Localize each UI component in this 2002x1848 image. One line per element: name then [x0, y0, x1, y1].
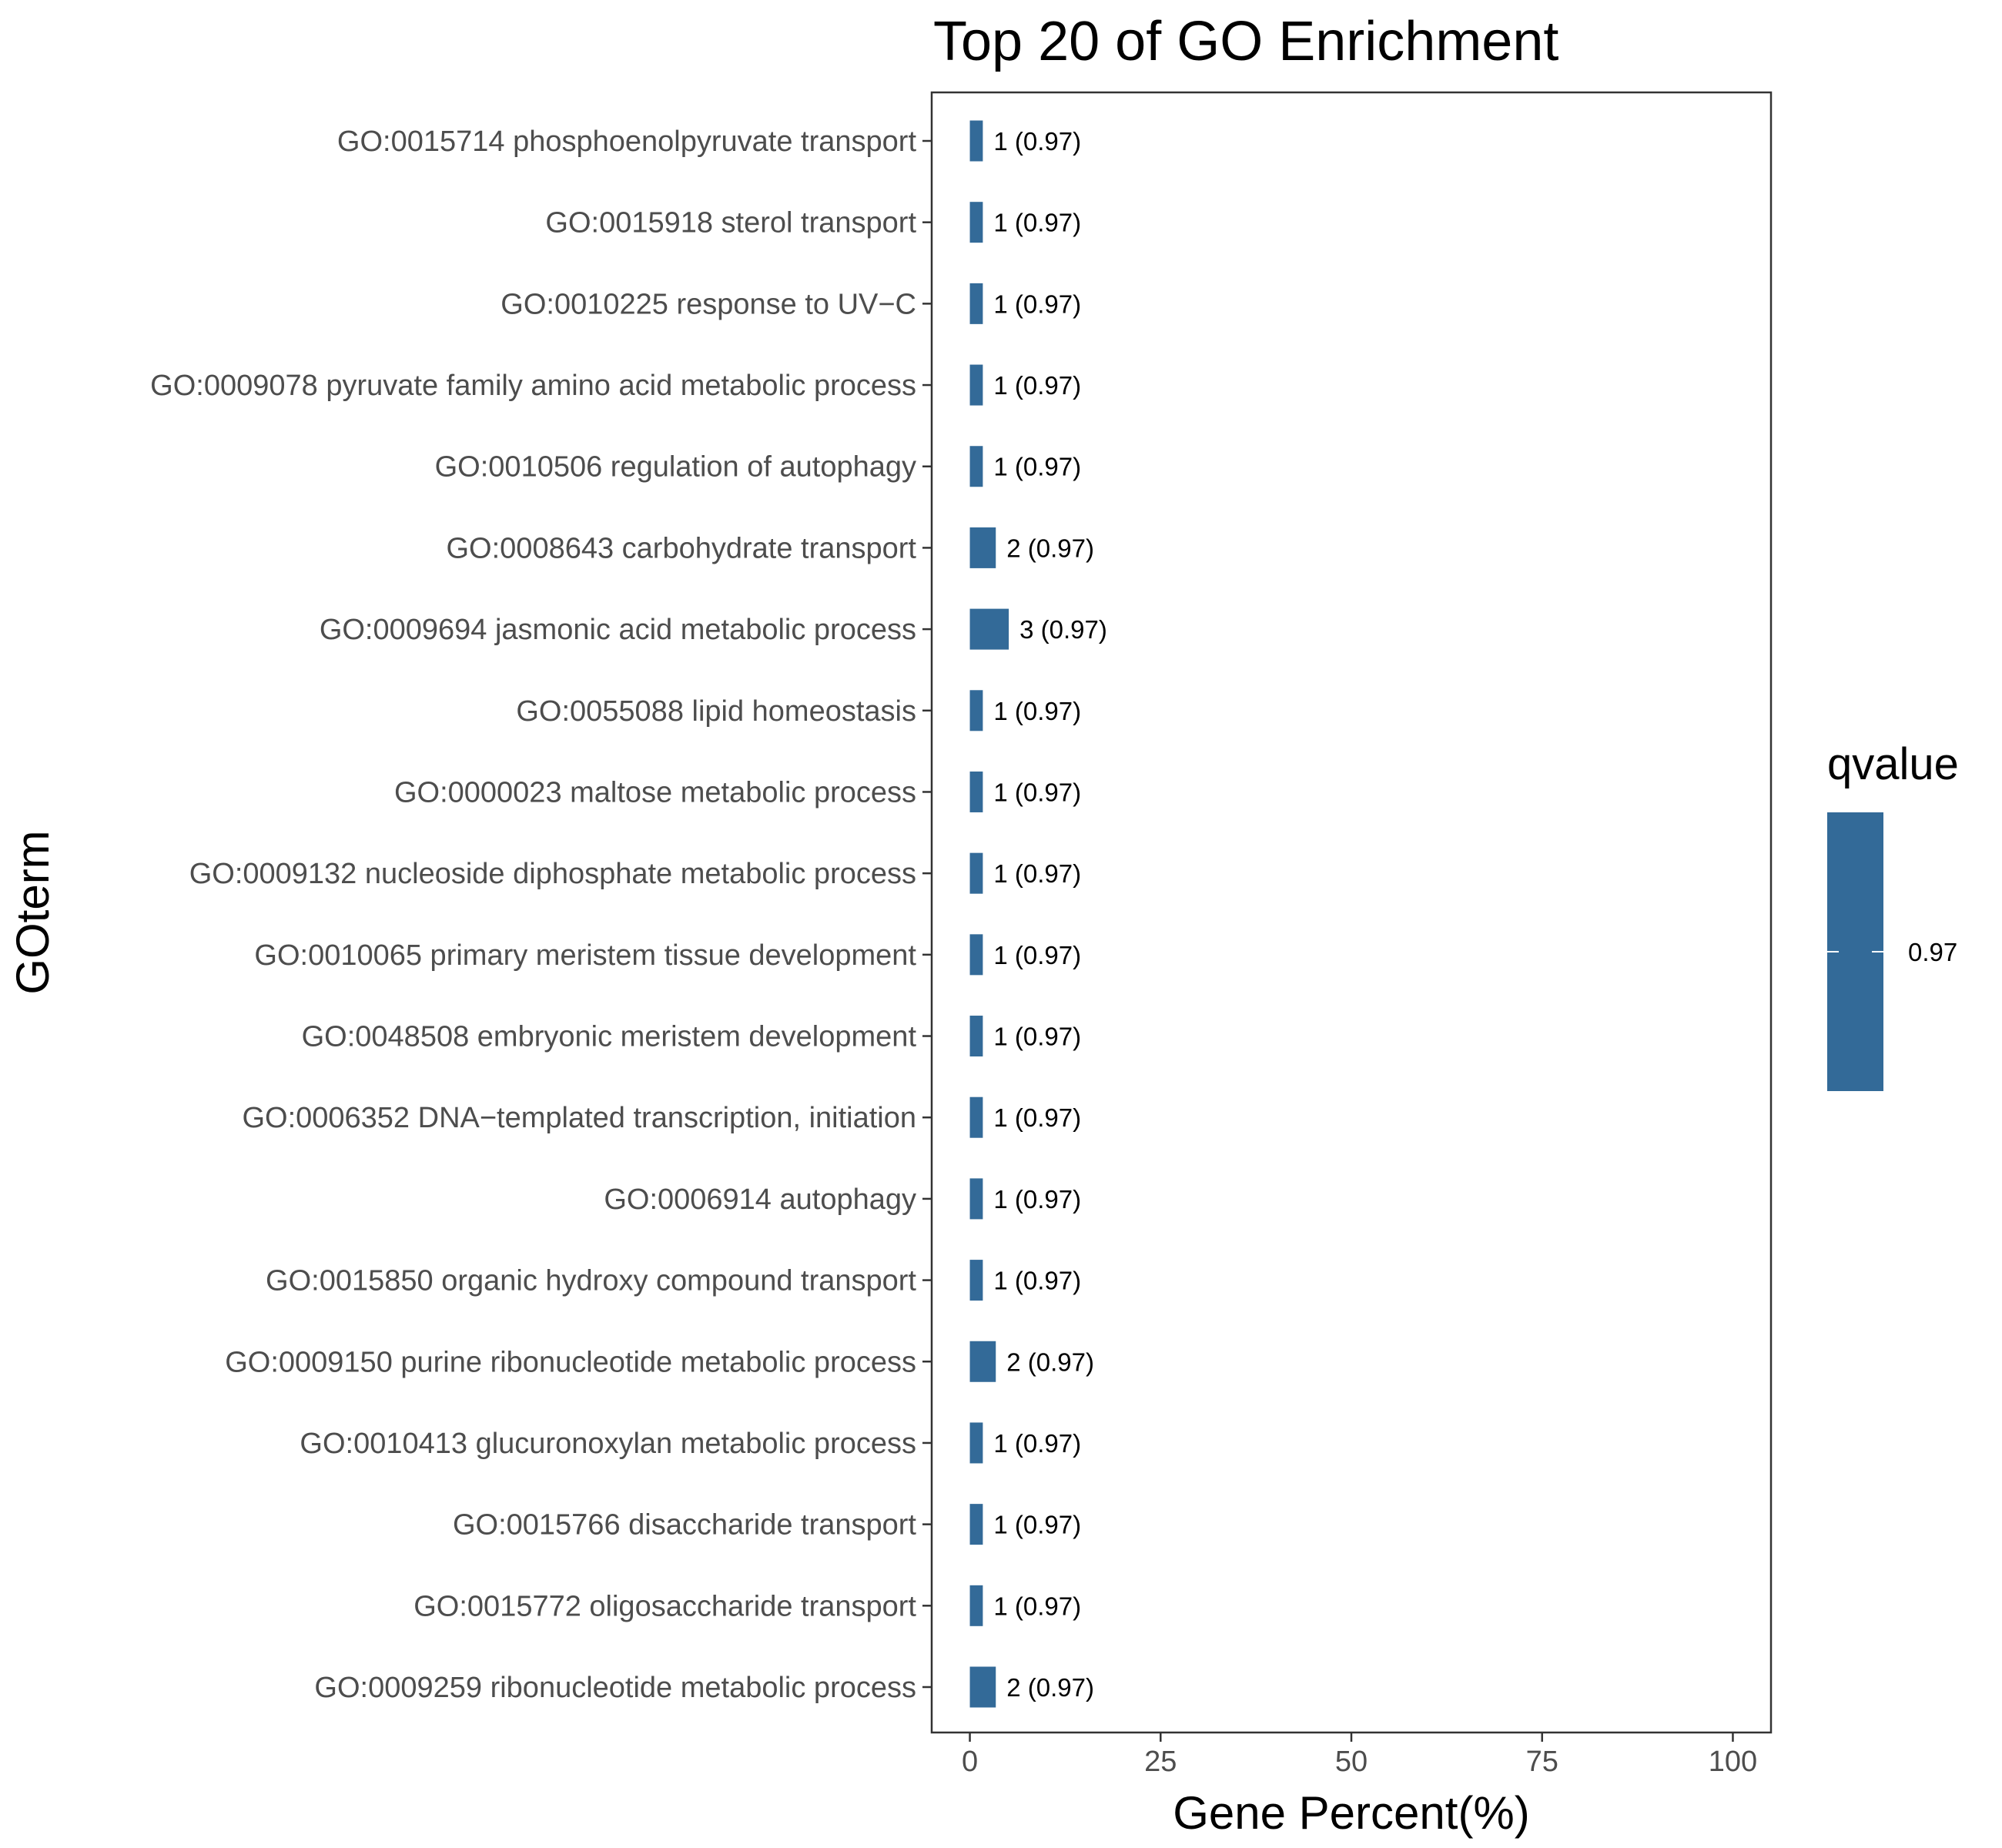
bar-label: 1 (0.97) [993, 1592, 1081, 1620]
y-tick-label: GO:0048508 embryonic meristem developmen… [302, 1021, 917, 1053]
bar [969, 1016, 983, 1057]
bar [969, 527, 996, 568]
bar-label: 1 (0.97) [993, 127, 1081, 156]
bar-label: 1 (0.97) [993, 1103, 1081, 1132]
bar [969, 1666, 996, 1708]
x-axis: 0 25 50 75 100 [962, 1732, 1757, 1778]
x-axis-title: Gene Percent(%) [1173, 1787, 1530, 1839]
bar [969, 771, 983, 812]
chart-title: Top 20 of GO Enrichment [933, 11, 1558, 72]
bar-label: 2 (0.97) [1006, 1348, 1094, 1376]
bars-layer [969, 120, 1009, 1708]
y-tick-label: GO:0006352 DNA−templated transcription, … [242, 1102, 916, 1134]
bar [969, 1096, 983, 1138]
bar [969, 1585, 983, 1626]
bar [969, 446, 983, 487]
bar [969, 1178, 983, 1220]
plot-panel-border [930, 91, 1773, 1734]
bar-label: 3 (0.97) [1019, 615, 1107, 644]
bar-label: 1 (0.97) [993, 1429, 1081, 1458]
bar [969, 934, 983, 976]
bar-label: 1 (0.97) [993, 1023, 1081, 1051]
bar-label: 1 (0.97) [993, 453, 1081, 481]
bar-label: 2 (0.97) [1006, 534, 1094, 562]
y-tick-label: GO:0015850 organic hydroxy compound tran… [266, 1265, 916, 1297]
y-tick-label: GO:0006914 autophagy [604, 1183, 916, 1216]
y-tick-label: GO:0008643 carbohydrate transport [447, 532, 917, 564]
y-tick-label: GO:0009078 pyruvate family amino acid me… [150, 370, 916, 402]
bar [969, 690, 983, 732]
bar [969, 1341, 996, 1382]
y-tick-label: GO:0010065 primary meristem tissue devel… [254, 939, 916, 972]
y-tick-label: GO:0015918 sterol transport [545, 207, 916, 239]
y-axis: GO:0015714 phosphoenolpyruvate transport… [150, 126, 932, 1704]
y-tick-label: GO:0055088 lipid homeostasis [516, 695, 916, 728]
y-tick-label: GO:0010225 response to UV−C [500, 288, 916, 320]
bar-label: 1 (0.97) [993, 371, 1081, 400]
y-axis-title: GOterm [7, 830, 59, 994]
x-tick-label: 25 [1144, 1746, 1177, 1778]
bar-label: 1 (0.97) [993, 1185, 1081, 1214]
y-tick-label: GO:0010413 glucuronoxylan metabolic proc… [300, 1428, 916, 1460]
x-tick-label: 0 [962, 1746, 978, 1778]
y-tick-label: GO:0015766 disaccharide transport [453, 1509, 916, 1542]
y-tick-label: GO:0009150 purine ribonucleotide metabol… [225, 1346, 916, 1378]
bar [969, 1422, 983, 1464]
bar [969, 202, 983, 243]
bar-label: 1 (0.97) [993, 209, 1081, 237]
y-tick-label: GO:0015714 phosphoenolpyruvate transport [337, 126, 917, 158]
bar-labels-layer: 1 (0.97) 1 (0.97) 1 (0.97) 1 (0.97) 1 (0.97)… [993, 127, 1106, 1702]
x-tick-label: 75 [1526, 1746, 1558, 1778]
bar [969, 1260, 983, 1301]
bar [969, 283, 983, 324]
bar-label: 1 (0.97) [993, 941, 1081, 969]
y-tick-label: GO:0009132 nucleoside diphosphate metabo… [189, 858, 916, 890]
bar-label: 2 (0.97) [1006, 1673, 1094, 1702]
legend-tick-label: 0.97 [1908, 938, 1957, 966]
bar [969, 852, 983, 894]
legend-title: qvalue [1827, 739, 1959, 789]
bar-label: 1 (0.97) [993, 1511, 1081, 1539]
bar [969, 120, 983, 162]
bar-label: 1 (0.97) [993, 859, 1081, 888]
x-tick-label: 100 [1709, 1746, 1757, 1778]
bar-label: 1 (0.97) [993, 1267, 1081, 1295]
y-tick-label: GO:0009259 ribonucleotide metabolic proc… [314, 1672, 916, 1704]
bar [969, 1504, 983, 1545]
qvalue-legend: qvalue 0.97 [1827, 739, 1959, 1091]
bar [969, 364, 983, 406]
y-tick-label: GO:0015772 oligosaccharide transport [413, 1590, 916, 1622]
bar-label: 1 (0.97) [993, 290, 1081, 318]
bar-label: 1 (0.97) [993, 778, 1081, 806]
y-tick-label: GO:0009694 jasmonic acid metabolic proce… [320, 614, 916, 646]
y-tick-label: GO:0000023 maltose metabolic process [394, 776, 916, 808]
x-tick-label: 50 [1335, 1746, 1368, 1778]
bar [969, 608, 1009, 650]
y-tick-label: GO:0010506 regulation of autophagy [435, 451, 916, 484]
bar-label: 1 (0.97) [993, 697, 1081, 725]
